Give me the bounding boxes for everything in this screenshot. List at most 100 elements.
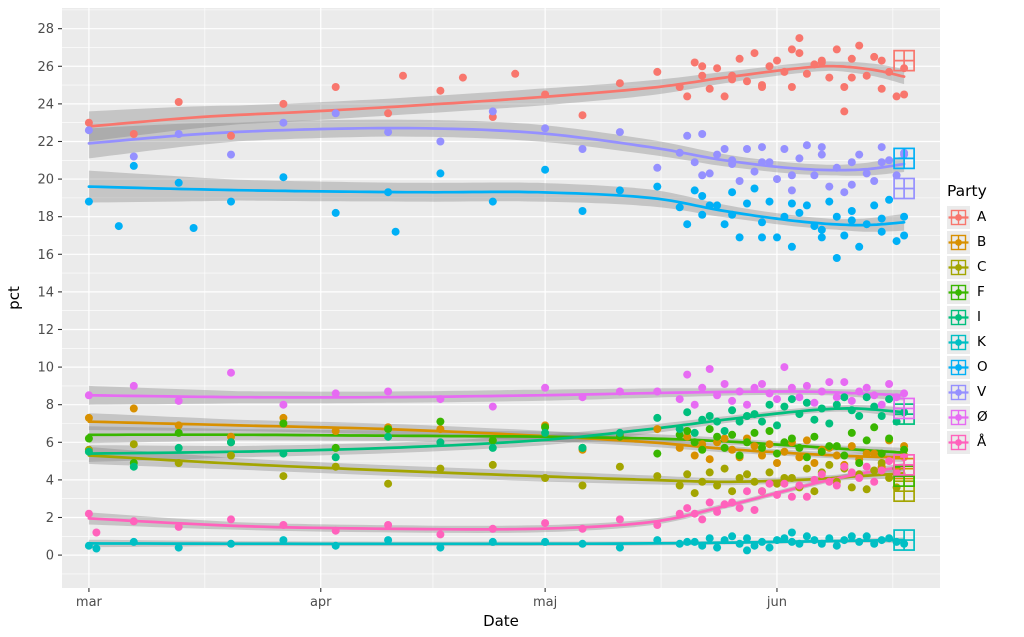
- data-point: [690, 186, 699, 195]
- data-point: [750, 410, 759, 419]
- data-point: [758, 537, 766, 546]
- data-point: [870, 201, 879, 210]
- data-point: [877, 84, 886, 93]
- data-point: [728, 396, 737, 405]
- data-point: [758, 487, 766, 496]
- data-point: [870, 402, 879, 411]
- data-point: [855, 242, 864, 251]
- data-point: [810, 171, 819, 180]
- data-point: [817, 143, 826, 152]
- data-point: [84, 126, 93, 135]
- data-point: [750, 428, 759, 437]
- data-point: [795, 481, 804, 490]
- x-tick-label: mar: [76, 595, 103, 610]
- trend-line-F: [87, 433, 906, 454]
- data-point: [825, 378, 834, 387]
- data-point: [675, 148, 684, 157]
- data-point: [847, 532, 856, 541]
- data-point: [653, 67, 662, 76]
- data-point: [825, 534, 834, 543]
- data-point: [795, 208, 804, 217]
- trend-line-O: [87, 185, 906, 227]
- major-gridlines: [62, 8, 940, 588]
- data-point: [705, 455, 714, 464]
- legend-label: A: [977, 209, 987, 225]
- data-point: [615, 128, 624, 137]
- data-point: [877, 536, 886, 545]
- data-point: [705, 534, 714, 543]
- data-point: [227, 131, 235, 140]
- data-point: [787, 492, 796, 501]
- data-point: [683, 470, 692, 479]
- data-point: [705, 425, 714, 434]
- data-point: [698, 130, 707, 138]
- data-point: [877, 56, 886, 65]
- data-point: [690, 489, 699, 498]
- data-point: [765, 197, 774, 206]
- data-point: [541, 519, 550, 528]
- data-point: [578, 111, 587, 120]
- data-point: [92, 528, 101, 537]
- data-point: [780, 145, 789, 153]
- data-point: [735, 451, 744, 460]
- data-point: [690, 451, 699, 460]
- data-point: [698, 62, 707, 71]
- legend-key-symbol-C: [947, 255, 970, 279]
- data-point: [227, 438, 235, 447]
- data-point: [900, 212, 909, 221]
- data-point: [698, 415, 707, 424]
- data-point: [129, 440, 138, 449]
- data-point: [765, 468, 774, 477]
- result-marker-A: [893, 49, 915, 72]
- data-point: [331, 208, 340, 217]
- data-point: [511, 69, 520, 78]
- data-point: [84, 434, 93, 443]
- data-point: [578, 207, 587, 215]
- data-point: [488, 107, 497, 116]
- data-point: [885, 434, 894, 443]
- data-point: [705, 201, 714, 210]
- data-point: [728, 430, 737, 439]
- legend-key-symbol-A: [947, 205, 970, 229]
- data-point: [855, 459, 864, 467]
- data-point: [331, 389, 340, 398]
- data-point: [720, 536, 729, 545]
- data-point: [728, 75, 737, 84]
- data-point: [488, 113, 497, 121]
- y-tick-label: 28: [37, 22, 54, 37]
- data-point: [728, 445, 737, 454]
- data-point: [690, 537, 699, 546]
- data-point: [765, 479, 774, 488]
- data-point: [758, 417, 766, 426]
- data-point: [832, 442, 841, 451]
- data-point: [885, 195, 894, 204]
- data-point: [675, 481, 684, 490]
- data-point: [615, 515, 624, 524]
- trend-line-A: [87, 64, 906, 128]
- data-point: [698, 515, 707, 524]
- data-point: [458, 73, 467, 82]
- result-marker-O: [893, 147, 915, 170]
- data-point: [331, 453, 340, 462]
- data-point: [129, 537, 138, 546]
- legend-label: Å: [977, 434, 987, 450]
- data-point: [817, 150, 826, 159]
- data-point: [832, 400, 841, 409]
- legend-label: I: [977, 309, 981, 325]
- data-point: [279, 173, 288, 182]
- data-point: [279, 449, 288, 458]
- data-point: [795, 393, 804, 402]
- data-point: [279, 400, 288, 409]
- data-point: [787, 474, 796, 482]
- data-point: [795, 539, 804, 548]
- data-point: [174, 543, 183, 552]
- data-point: [713, 432, 722, 441]
- result-marker-Ø: [893, 397, 915, 420]
- data-point: [840, 378, 849, 387]
- data-point: [653, 425, 662, 434]
- legend-item-Ø: Ø: [947, 405, 988, 429]
- data-point: [773, 233, 781, 242]
- data-point: [810, 222, 819, 231]
- data-point: [877, 214, 886, 223]
